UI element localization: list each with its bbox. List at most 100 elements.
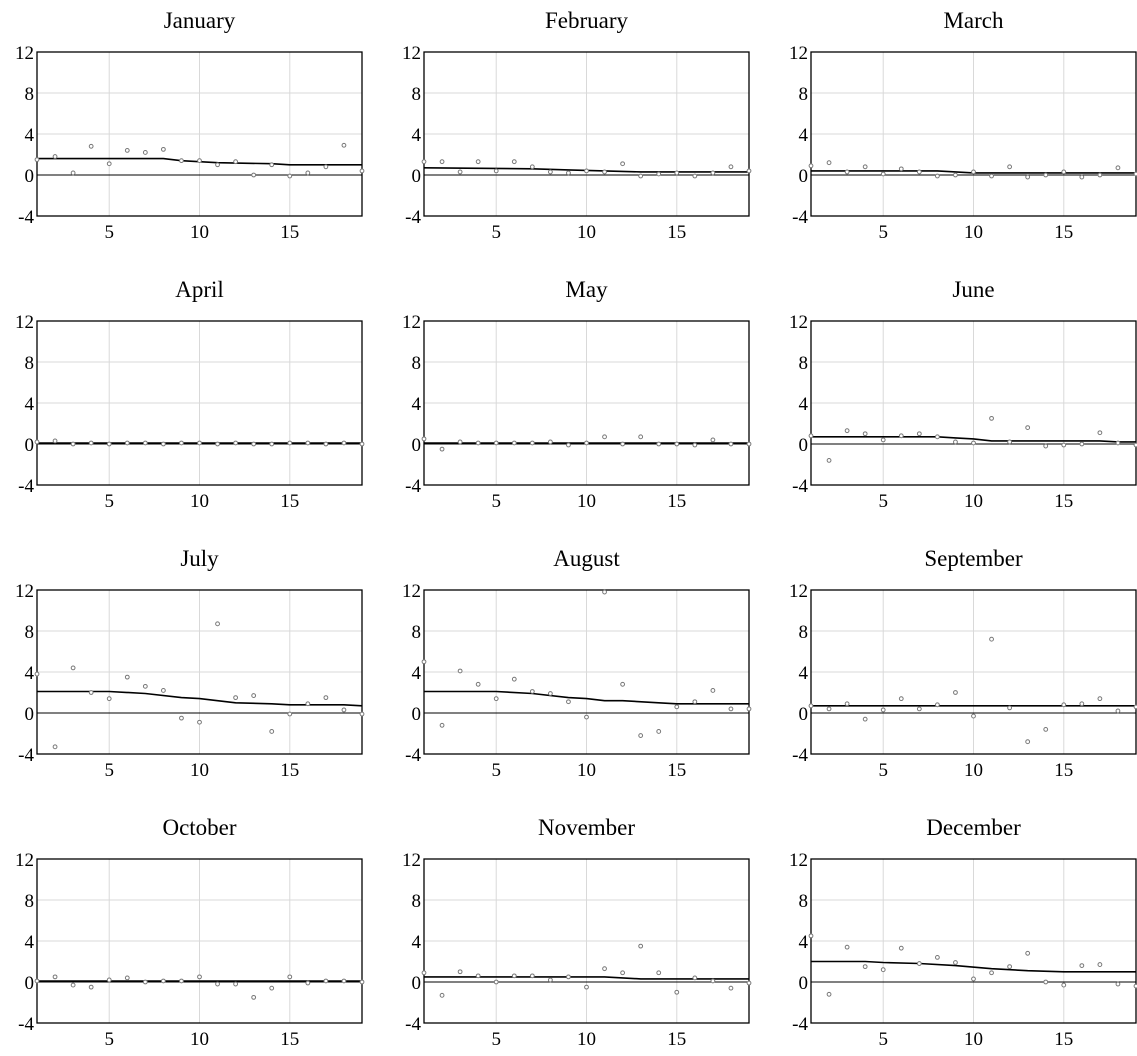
- x-tick-label: 15: [280, 491, 299, 512]
- data-point: [287, 711, 293, 717]
- data-point: [898, 945, 904, 951]
- data-point: [808, 703, 814, 709]
- y-tick-label: 8: [25, 353, 35, 374]
- data-point: [710, 437, 716, 443]
- x-tick-label: 10: [964, 1029, 983, 1050]
- data-point: [34, 439, 40, 445]
- data-point: [215, 981, 220, 987]
- data-point: [52, 154, 58, 159]
- data-point: [971, 169, 976, 175]
- y-tick-label: 4: [25, 932, 35, 953]
- data-point: [493, 979, 499, 985]
- data-point: [124, 440, 130, 446]
- data-point: [215, 441, 220, 447]
- panel-february: February -4 0 4 8 12 5 10 15: [402, 8, 752, 243]
- data-point: [584, 714, 589, 720]
- data-point: [124, 975, 130, 981]
- data-point: [341, 440, 347, 446]
- x-tick-label: 10: [577, 491, 596, 512]
- data-point: [547, 439, 553, 445]
- data-point: [1133, 442, 1137, 448]
- data-point: [692, 173, 698, 179]
- data-point: [1061, 982, 1067, 988]
- data-point: [1061, 169, 1067, 175]
- data-point: [1007, 164, 1013, 170]
- y-tick-label: 4: [412, 394, 422, 415]
- data-point: [1007, 705, 1013, 711]
- y-tick-label: 0: [25, 435, 35, 456]
- data-point: [638, 434, 644, 440]
- data-point: [989, 636, 994, 642]
- x-tick-label: 10: [190, 491, 209, 512]
- data-point: [728, 985, 734, 991]
- y-tick-label: 8: [799, 891, 809, 912]
- data-point: [305, 701, 311, 707]
- data-point: [305, 440, 311, 446]
- data-point: [620, 441, 626, 447]
- data-point: [620, 970, 626, 976]
- data-point: [971, 713, 976, 719]
- data-point: [1025, 425, 1031, 431]
- data-point: [341, 978, 347, 984]
- data-point: [457, 169, 463, 175]
- y-tick-label: 8: [25, 891, 35, 912]
- plot-frame: [810, 320, 1137, 486]
- x-tick-label: 10: [577, 760, 596, 781]
- data-point: [566, 442, 571, 448]
- x-tick-label: 10: [190, 222, 209, 243]
- plot-frame: [810, 589, 1137, 755]
- data-point: [1061, 442, 1067, 448]
- data-point: [971, 976, 976, 982]
- x-tick-label: 15: [280, 1029, 299, 1050]
- data-point: [844, 428, 850, 434]
- data-point: [251, 172, 257, 178]
- data-point: [421, 970, 427, 976]
- panel-december: December -4 0 4 8 12 5 10 15: [789, 815, 1137, 1050]
- y-tick-label: 12: [789, 581, 808, 602]
- data-point: [106, 977, 112, 983]
- data-point: [566, 974, 571, 980]
- trend-line: [424, 690, 749, 705]
- plot-frame: [423, 320, 750, 486]
- data-point: [88, 440, 94, 446]
- data-point: [656, 441, 662, 447]
- data-point: [656, 970, 662, 976]
- data-point: [1025, 174, 1031, 180]
- data-point: [862, 964, 868, 970]
- data-point: [287, 974, 293, 980]
- x-tick-label: 10: [964, 760, 983, 781]
- data-point: [493, 696, 499, 702]
- data-point: [493, 440, 499, 446]
- data-point: [52, 744, 58, 750]
- data-point: [215, 621, 220, 627]
- data-point: [233, 159, 239, 165]
- data-point: [1133, 704, 1137, 710]
- data-point: [953, 960, 958, 965]
- data-point: [898, 433, 904, 439]
- data-point: [1097, 172, 1103, 178]
- y-tick-label: -4: [18, 207, 34, 228]
- data-point: [934, 702, 940, 708]
- x-tick-label: 5: [878, 491, 888, 512]
- y-tick-label: 12: [402, 312, 421, 333]
- data-point: [179, 715, 184, 721]
- data-point: [305, 980, 311, 986]
- data-point: [746, 706, 752, 712]
- y-tick-label: 4: [799, 663, 809, 684]
- data-point: [566, 699, 571, 705]
- y-tick-label: 8: [799, 622, 809, 643]
- data-point: [826, 458, 832, 463]
- plot-frame: [810, 858, 1137, 1024]
- data-point: [547, 169, 553, 175]
- data-point: [1061, 702, 1067, 708]
- data-point: [971, 440, 976, 446]
- x-tick-label: 5: [878, 222, 888, 243]
- x-tick-label: 15: [667, 760, 686, 781]
- x-tick-label: 15: [280, 760, 299, 781]
- data-point: [620, 681, 626, 687]
- data-point: [566, 170, 571, 176]
- data-point: [674, 989, 680, 995]
- data-point: [457, 668, 463, 674]
- data-point: [142, 440, 148, 446]
